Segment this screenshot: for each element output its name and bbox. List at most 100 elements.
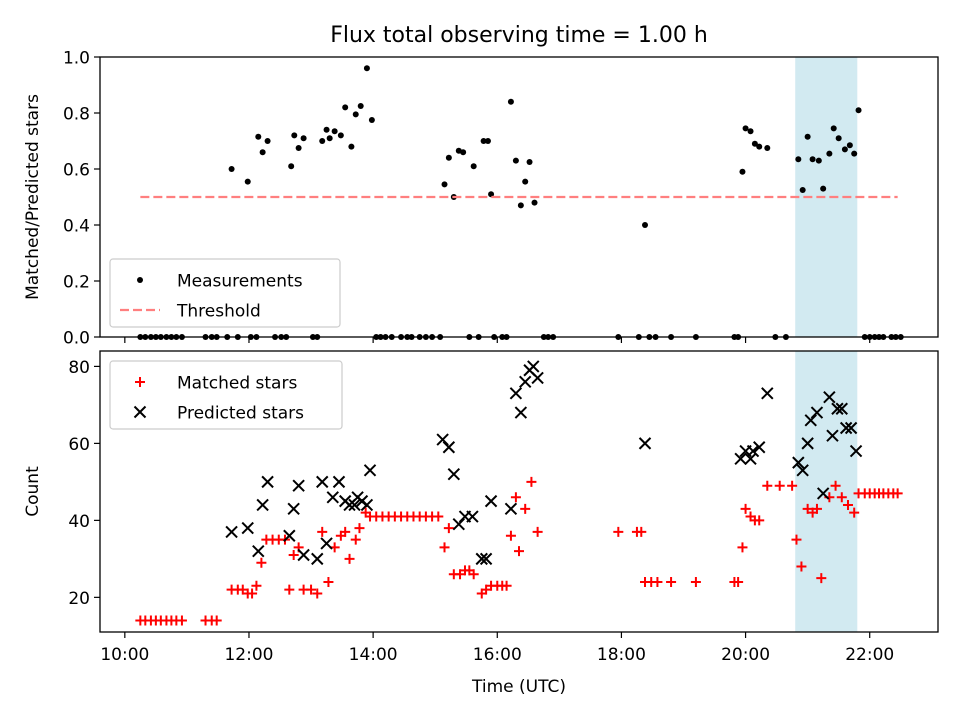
matched-star-point — [284, 584, 295, 595]
predicted-star-point — [452, 518, 465, 531]
predicted-star-point — [466, 510, 479, 523]
matched-star-point — [501, 580, 512, 591]
matched-star-point — [892, 488, 903, 499]
predicted-star-point — [531, 371, 544, 385]
matched-star-point — [842, 499, 853, 510]
measurement-point — [809, 156, 816, 163]
measurement-point — [295, 145, 302, 151]
matched-star-point — [176, 615, 187, 626]
measurement-point — [815, 157, 822, 164]
predicted-star-point — [332, 475, 346, 489]
legend-label: Measurements — [177, 272, 303, 292]
matched-star-point — [433, 511, 444, 522]
measurement-point — [642, 222, 649, 228]
matched-star-point — [740, 503, 751, 514]
x-tick-label: 12:00 — [224, 645, 273, 665]
matched-star-point — [762, 480, 773, 491]
matched-star-point — [733, 576, 744, 587]
measurement-point — [331, 128, 338, 135]
predicted-star-point — [360, 498, 374, 512]
predicted-star-point — [761, 387, 774, 400]
matched-star-point — [251, 580, 262, 591]
measurement-point — [846, 142, 853, 149]
predicted-star-point — [348, 498, 361, 512]
measurement-point — [826, 150, 833, 157]
matched-star-point — [505, 530, 516, 541]
predicted-star-point — [804, 414, 817, 427]
measurement-point — [756, 143, 763, 150]
measurement-point — [512, 157, 519, 164]
measurement-point — [795, 156, 802, 163]
x-tick-label: 22:00 — [845, 645, 894, 665]
measurement-point — [291, 132, 298, 139]
predicted-star-point — [479, 552, 493, 566]
predicted-star-point — [796, 464, 809, 477]
predicted-star-point — [261, 475, 274, 489]
matched-star-point — [796, 561, 807, 572]
y-tick-label: 0.4 — [63, 217, 90, 237]
matched-star-point — [690, 576, 701, 587]
matched-star-point — [468, 569, 479, 580]
measurement-point — [368, 117, 375, 123]
legend-label: Predicted stars — [177, 404, 304, 424]
measurement-point — [531, 199, 538, 206]
x-tick-label: 18:00 — [597, 645, 646, 665]
measurement-point — [352, 111, 359, 118]
x-tick-label: 20:00 — [721, 645, 770, 665]
y-axis-label: Count — [23, 466, 43, 517]
matched-star-point — [288, 550, 299, 561]
axes-frame — [99, 350, 939, 633]
x-tick-label: 14:00 — [349, 645, 398, 665]
chart-title: Flux total observing time = 1.00 h — [330, 23, 708, 48]
predicted-star-point — [835, 402, 848, 415]
measurement-point — [244, 178, 251, 185]
matched-star-point — [247, 588, 258, 599]
predicted-star-point — [638, 437, 652, 450]
y-tick-label: 20 — [68, 589, 90, 609]
predicted-star-point — [844, 421, 858, 435]
predicted-star-point — [792, 456, 805, 469]
y-tick-label: 0.6 — [63, 161, 90, 181]
measurement-point — [319, 138, 326, 144]
predicted-star-point — [225, 525, 238, 539]
predicted-star-point — [241, 521, 254, 535]
legend-marker-predicted — [133, 405, 147, 419]
matched-star-point — [211, 615, 222, 626]
measurement-point — [855, 107, 862, 114]
predicted-star-point — [436, 433, 449, 446]
axes-frame — [99, 56, 939, 338]
matched-star-point — [816, 573, 827, 584]
measurement-point — [747, 128, 754, 135]
measurement-point — [739, 168, 746, 175]
measurement-point — [841, 146, 848, 153]
matched-star-point — [514, 546, 524, 557]
matched-star-point — [666, 576, 677, 587]
predicted-star-point — [826, 429, 839, 442]
y-axis-label: Matched/Predicted stars — [23, 94, 43, 300]
measurement-point — [264, 138, 271, 144]
predicted-star-point — [320, 537, 333, 550]
predicted-star-point — [753, 441, 766, 454]
predicted-star-point — [252, 544, 265, 558]
matched-star-point — [636, 526, 647, 537]
matched-star-point — [344, 553, 355, 564]
legend-marker-matched — [135, 377, 145, 387]
measurement-point — [851, 150, 858, 157]
measurement-point — [526, 159, 533, 165]
y-tick-label: 1.0 — [63, 49, 90, 69]
x-tick-label: 10:00 — [100, 645, 149, 665]
predicted-star-point — [292, 479, 305, 492]
predicted-star-point — [297, 548, 310, 562]
top-panel: 0.0 0.2 0.4 0.6 0.8 1.0 Matched/Predicted star… — [23, 49, 939, 349]
matched-star-point — [256, 557, 267, 568]
bottom-panel: 20 40 60 80 10:00 12:00 14:00 16:00 18:00 20:00 22… — [23, 350, 939, 697]
predicted-star-point — [810, 406, 824, 419]
predicted-star-point — [518, 375, 532, 389]
matched-star-point — [811, 503, 822, 514]
matched-star-point — [510, 492, 521, 503]
predicted-star-point — [816, 487, 830, 500]
matched-star-point — [317, 526, 328, 537]
matched-star-point — [354, 523, 365, 534]
measurement-point — [517, 202, 524, 209]
